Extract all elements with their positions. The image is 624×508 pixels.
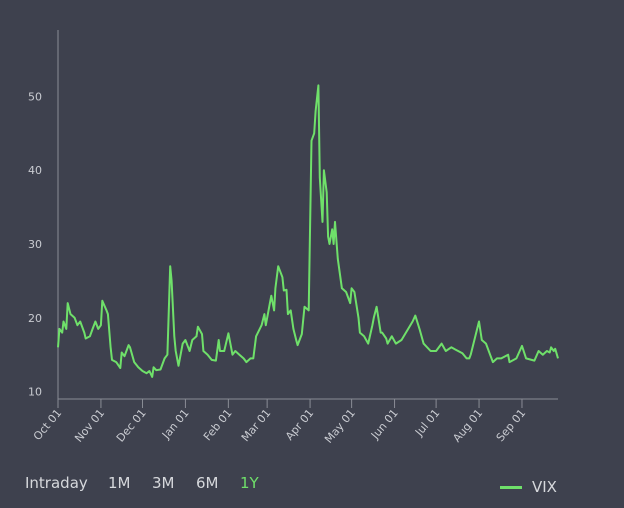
y-tick-label: 20: [28, 312, 42, 325]
x-tick-label: Dec 01: [114, 407, 149, 445]
y-tick-label: 50: [28, 90, 42, 103]
x-tick-label: Mar 01: [239, 407, 274, 445]
x-tick-label: Jun 01: [368, 407, 401, 443]
range-1y-button[interactable]: 1Y: [240, 474, 259, 492]
range-6m-button[interactable]: 6M: [196, 474, 219, 492]
x-tick-label: Jul 01: [412, 407, 442, 440]
x-tick-label: Sep 01: [494, 407, 529, 445]
range-intraday-button[interactable]: Intraday: [25, 474, 88, 492]
x-tick-label: May 01: [322, 407, 358, 446]
x-tick-label: Apr 01: [283, 407, 316, 443]
x-axis-ticks: Oct 01 Nov 01 Dec 01 Jan 01 Feb 01 Mar 01 Apr …: [31, 399, 528, 446]
legend-label-vix: VIX: [532, 478, 557, 496]
legend-swatch-vix: [500, 485, 522, 489]
x-tick-label: Aug 01: [450, 407, 485, 445]
x-tick-label: Nov 01: [72, 407, 107, 445]
y-axis-ticks: 10 20 30 40 50: [28, 90, 42, 398]
x-tick-label: Jan 01: [159, 407, 192, 443]
series-line-vix[interactable]: [57, 84, 559, 378]
y-tick-label: 30: [28, 238, 42, 251]
range-1m-button[interactable]: 1M: [108, 474, 131, 492]
x-tick-label: Oct 01: [31, 407, 64, 443]
legend[interactable]: VIX: [500, 478, 557, 496]
axes: [57, 30, 558, 400]
range-3m-button[interactable]: 3M: [152, 474, 175, 492]
y-tick-label: 10: [28, 386, 42, 399]
x-tick-label: Feb 01: [201, 407, 235, 444]
y-tick-label: 40: [28, 164, 42, 177]
